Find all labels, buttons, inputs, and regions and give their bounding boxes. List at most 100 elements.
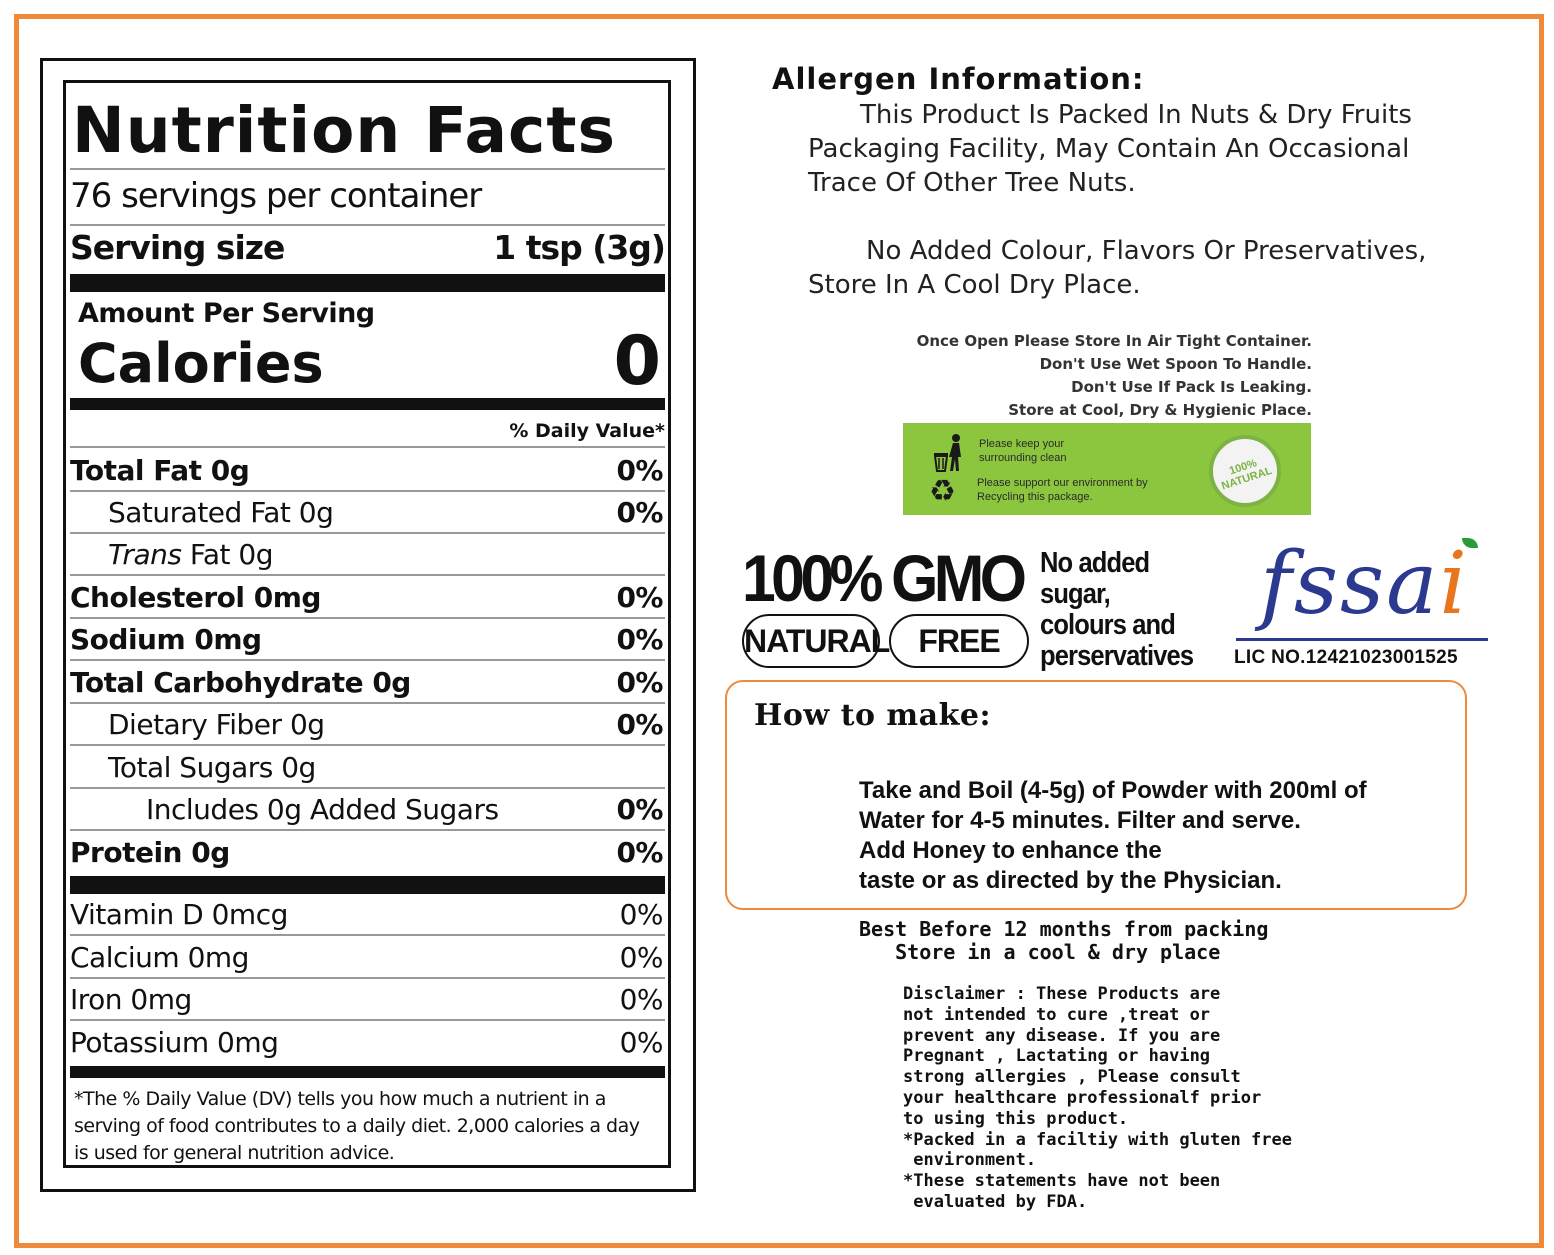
nutrient-row: Iron 0mg 0% <box>70 979 665 1021</box>
divider <box>70 168 665 170</box>
nutrient-row: Sodium 0mg 0% <box>70 619 665 661</box>
instruction-line: Add Honey to enhance the <box>859 837 1162 864</box>
nutrient-dv: 0% <box>616 836 663 869</box>
nutrient-label: Calcium 0mg <box>70 941 249 974</box>
daily-value-footnote: *The % Daily Value (DV) tells you how mu… <box>74 1088 640 1164</box>
nutrient-dv: 0% <box>619 983 664 1016</box>
nutrient-row: Trans Fat 0g <box>70 534 665 576</box>
nutrient-dv: 0% <box>619 941 664 974</box>
nutrient-label: Vitamin D 0mcg <box>70 898 288 931</box>
nutrient-dv: 0% <box>619 1026 664 1059</box>
nutrient-label: Dietary Fiber 0g <box>108 708 325 741</box>
divider <box>70 446 665 448</box>
nutrient-row: Total Carbohydrate 0g 0% <box>70 662 665 704</box>
calories-label: Calories <box>78 332 324 395</box>
disclaimer-text: Disclaimer : These Products are not inte… <box>903 984 1292 1213</box>
allergen-line: This Product Is Packed In Nuts & Dry Fru… <box>860 100 1412 130</box>
nutrient-dv: 0% <box>616 708 663 741</box>
nutrition-panel-outer-border <box>40 58 696 1192</box>
allergen-title: Allergen Information: <box>772 62 1145 96</box>
nutrient-dv: 0% <box>619 898 664 931</box>
care-line: Don't Use Wet Spoon To Handle. <box>1039 355 1312 373</box>
leaf-icon <box>1462 538 1478 548</box>
orange-border-frame <box>14 14 1544 1248</box>
nutrient-row: Total Fat 0g 0% <box>70 450 665 492</box>
nutrient-dv: 0% <box>616 581 663 614</box>
nutrition-panel-inner-border <box>63 80 671 1168</box>
divider <box>70 224 665 226</box>
nutrient-label: Saturated Fat 0g <box>108 496 334 529</box>
disclaimer-line: to using this product. <box>903 1108 1129 1129</box>
nutrient-label: Sodium 0mg <box>70 623 262 656</box>
nutrient-row: Potassium 0mg 0% <box>70 1022 665 1064</box>
allergen-line: Trace Of Other Tree Nuts. <box>808 168 1136 198</box>
disclaimer-line: *Packed in a faciltiy with gluten free <box>903 1129 1292 1150</box>
instruction-line: Take and Boil (4-5g) of Powder with 200m… <box>859 777 1367 804</box>
free-pill: FREE <box>889 614 1029 668</box>
disclaimer-line: your healthcare professionalf prior <box>903 1087 1262 1108</box>
disclaimer-line: environment. <box>903 1150 1037 1171</box>
nutrient-row: Vitamin D 0mcg 0% <box>70 894 665 936</box>
instruction-line: taste or as directed by the Physician. <box>859 867 1282 894</box>
trash-bin-icon <box>933 434 961 472</box>
storage-text: No Added Colour, Flavors Or Preservative… <box>808 234 1498 302</box>
disclaimer-line: evaluated by FDA. <box>903 1191 1088 1212</box>
disclaimer-line: prevent any disease. If you are <box>903 1025 1221 1046</box>
thick-divider <box>70 876 665 894</box>
nutrient-label: Total Carbohydrate 0g <box>70 666 411 699</box>
recycle-icon: ♻ <box>929 475 956 508</box>
license-number: LIC NO.12421023001525 <box>1234 647 1458 668</box>
medium-divider <box>70 1066 665 1078</box>
disclaimer-line: Pregnant , Lactating or having <box>903 1046 1211 1067</box>
nutrient-dv: 0% <box>616 623 663 656</box>
nutrient-label: Fat 0g <box>181 538 274 571</box>
how-to-make-title: How to make: <box>754 698 992 733</box>
nutrient-label: Protein 0g <box>70 836 230 869</box>
nutrient-dv: 0% <box>616 454 663 487</box>
servings-per-container: 76 servings per container <box>70 176 482 216</box>
allergen-text: This Product Is Packed In Nuts & Dry Fru… <box>808 98 1498 200</box>
care-line: Store at Cool, Dry & Hygienic Place. <box>1008 401 1312 419</box>
disclaimer-line: Disclaimer : These Products are <box>903 984 1221 1004</box>
thick-divider <box>70 274 665 292</box>
how-to-make-instructions: Take and Boil (4-5g) of Powder with 200m… <box>859 776 1367 896</box>
calories-value: 0 <box>613 322 661 401</box>
best-before-text: Best Before 12 months from packing Store… <box>859 918 1268 964</box>
nutrient-row: Cholesterol 0mg 0% <box>70 577 665 619</box>
disclaimer-line: not intended to cure ,treat or <box>903 1004 1211 1025</box>
nutrition-title: Nutrition Facts <box>72 94 616 167</box>
amount-per-serving-label: Amount Per Serving <box>78 298 375 329</box>
disclaimer-line: *These statements have not been <box>903 1171 1221 1192</box>
natural-badge-icon: 100% NATURAL <box>1209 435 1281 507</box>
nutrient-row: Includes 0g Added Sugars 0% <box>70 789 665 831</box>
serving-size-value: 1 tsp (3g) <box>493 228 666 267</box>
nutrient-label-italic: Trans <box>108 538 182 571</box>
care-line: Don't Use If Pack Is Leaking. <box>1071 378 1312 396</box>
nutrient-label: Cholesterol 0mg <box>70 581 321 614</box>
instruction-line: Water for 4-5 minutes. Filter and serve. <box>859 807 1301 834</box>
gmo-headline: 100% GMO <box>742 541 1027 615</box>
eco-banner: Please keep your surrounding clean ♻ Plea… <box>903 423 1311 515</box>
nutrient-dv: 0% <box>616 793 663 826</box>
nutrient-row: Saturated Fat 0g 0% <box>70 492 665 534</box>
best-before-line: Best Before 12 months from packing <box>859 917 1269 941</box>
nutrient-label: Potassium 0mg <box>70 1026 279 1059</box>
allergen-line: Packaging Facility, May Contain An Occas… <box>808 134 1410 164</box>
nutrient-row: Protein 0g 0% <box>70 832 665 874</box>
care-line: Once Open Please Store In Air Tight Cont… <box>916 332 1312 350</box>
daily-value-header: % Daily Value* <box>509 420 665 442</box>
eco-text-recycle: Please support our environment by Recycli… <box>977 477 1148 503</box>
disclaimer-line: strong allergies , Please consult <box>903 1067 1241 1088</box>
medium-divider <box>70 398 665 410</box>
eco-text-clean: Please keep your surrounding clean <box>979 438 1067 464</box>
nutrient-row: Total Sugars 0g <box>70 747 665 789</box>
storage-line: No Added Colour, Flavors Or Preservative… <box>866 236 1427 266</box>
serving-size-label: Serving size <box>70 228 285 267</box>
nutrient-row: Dietary Fiber 0g 0% <box>70 704 665 746</box>
nutrient-label: Includes 0g Added Sugars <box>146 793 499 826</box>
fssai-logo: fssai <box>1236 534 1498 644</box>
nutrient-label: Total Fat 0g <box>70 454 250 487</box>
fssai-logo-text: fssai <box>1260 534 1469 634</box>
natural-pill: NATURAL <box>742 614 890 668</box>
nutrient-label: Total Sugars 0g <box>108 751 316 784</box>
